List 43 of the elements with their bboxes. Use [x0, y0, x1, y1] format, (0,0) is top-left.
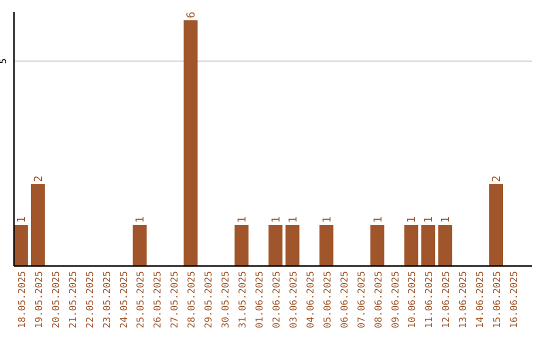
x-tick-label: 04.06.2025	[305, 271, 316, 328]
data-label: 1	[439, 216, 452, 224]
x-tick-label: 25.05.2025	[136, 271, 147, 328]
x-tick-label: 10.06.2025	[407, 271, 418, 328]
data-label: 1	[422, 216, 436, 224]
x-tick-label: 26.05.2025	[152, 271, 164, 328]
x-tick-label: 22.05.2025	[84, 271, 96, 328]
data-label: 6	[184, 12, 198, 18]
data-label: 1	[320, 216, 334, 224]
x-tick-label: 06.06.2025	[339, 271, 350, 328]
x-tick-label: 31.05.2025	[238, 271, 249, 328]
x-tick-label: 03.06.2025	[288, 271, 300, 328]
x-tick-label: 07.06.2025	[356, 271, 368, 328]
x-tick-label: 05.06.2025	[322, 271, 334, 328]
x-tick-label: 08.06.2025	[373, 271, 384, 328]
x-tick-label: 01.06.2025	[254, 271, 266, 328]
x-tick-label: 09.06.2025	[390, 271, 402, 328]
x-tick-label: 28.05.2025	[186, 271, 198, 328]
x-tick-label: 19.05.2025	[34, 271, 45, 328]
x-tick-label: 23.05.2025	[102, 271, 113, 328]
x-tick-label: 13.06.2025	[458, 271, 470, 328]
x-tick-label: 16.06.2025	[509, 271, 520, 328]
x-tick-label: 29.05.2025	[204, 271, 215, 328]
x-tick-label: 15.06.2025	[492, 271, 504, 328]
data-label: 1	[14, 216, 28, 224]
data-label: 1	[405, 216, 418, 224]
data-label: 2	[32, 175, 45, 182]
x-tick-label: 27.05.2025	[170, 271, 181, 328]
x-tick-label: 18.05.2025	[16, 271, 28, 328]
x-tick-label: 24.05.2025	[118, 271, 130, 328]
x-tick-label: 20.05.2025	[50, 271, 62, 328]
x-tick-label: 30.05.2025	[220, 271, 232, 328]
x-tick-label: 14.06.2025	[475, 271, 486, 328]
data-label: 1	[134, 216, 147, 224]
x-tick-label: 02.06.2025	[271, 271, 282, 328]
data-label: 1	[236, 216, 249, 224]
x-tick-label: 11.06.2025	[424, 271, 436, 328]
data-label: 1	[371, 216, 384, 224]
data-label: 1	[269, 216, 282, 224]
data-label: 1	[286, 216, 300, 224]
x-tick-label: 12.06.2025	[441, 271, 452, 328]
data-label: 2	[490, 175, 504, 182]
x-tick-label: 21.05.2025	[68, 271, 79, 328]
